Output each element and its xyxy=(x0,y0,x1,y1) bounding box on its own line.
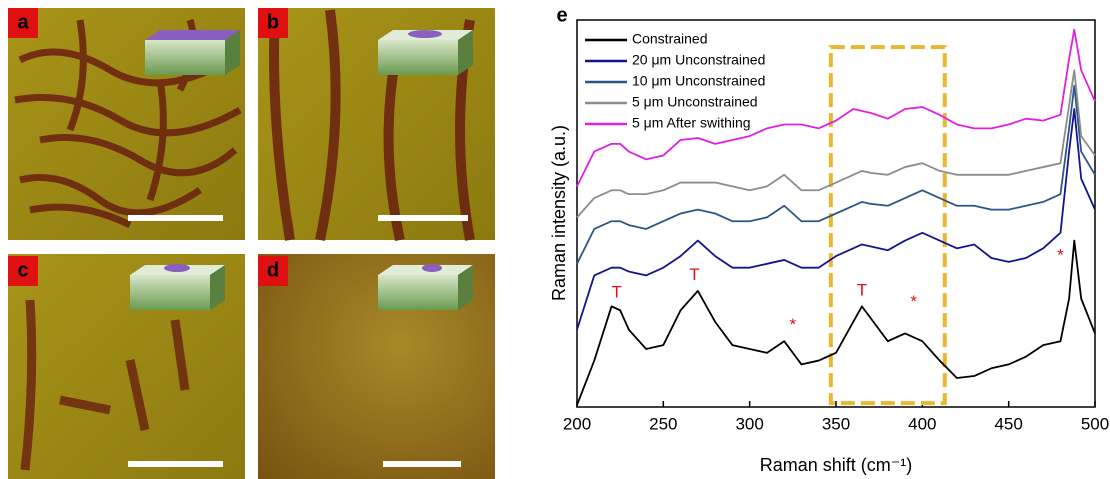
inset-disk xyxy=(164,264,190,272)
panel-label: b xyxy=(267,11,279,33)
series-line xyxy=(576,108,1096,330)
annotation: T xyxy=(612,282,622,301)
series-line xyxy=(576,69,1096,218)
x-tick-label: 250 xyxy=(649,414,677,433)
legend-label: 5 μm Unconstrained xyxy=(632,94,758,110)
panel-label-box xyxy=(258,256,288,286)
inset-top xyxy=(145,30,240,40)
panel-label: c xyxy=(17,259,28,281)
panel-label: a xyxy=(17,11,29,33)
inset-side xyxy=(458,265,473,310)
panel-c: c xyxy=(8,254,245,479)
panel-label-box xyxy=(8,8,38,38)
panel-d: d xyxy=(258,254,495,479)
annotation: * xyxy=(910,292,917,311)
x-tick-label: 350 xyxy=(822,414,850,433)
panel-label: e xyxy=(556,4,567,26)
legend-label: Constrained xyxy=(632,31,708,47)
scale-bar xyxy=(128,215,223,221)
highlight-box xyxy=(828,45,947,406)
series-line xyxy=(576,84,1096,265)
panel-label: d xyxy=(267,259,279,281)
panel-label-box xyxy=(258,8,288,38)
inset-side xyxy=(458,30,473,75)
inset-disk xyxy=(422,264,442,272)
annotation: * xyxy=(1057,246,1064,265)
domain-stripes xyxy=(20,299,190,471)
inset-block xyxy=(378,40,458,75)
inset-block xyxy=(130,275,210,310)
scale-bar xyxy=(128,461,223,467)
legend-label: 20 μm Unconstrained xyxy=(632,52,765,68)
inset-side xyxy=(225,30,240,75)
scale-bar xyxy=(383,461,461,467)
panel-b: b xyxy=(258,8,495,242)
series-line xyxy=(576,239,1096,406)
annotation: * xyxy=(790,315,797,334)
x-tick-label: 200 xyxy=(563,414,591,433)
domain-stripes xyxy=(14,18,242,229)
legend-label: 10 μm Unconstrained xyxy=(632,73,765,89)
annotation: T xyxy=(689,265,699,284)
x-tick-label: 400 xyxy=(908,414,936,433)
panel-a: a xyxy=(8,8,245,240)
inset-block xyxy=(145,40,225,75)
annotation: T xyxy=(857,280,867,299)
scale-bar xyxy=(378,215,468,221)
inset-block xyxy=(378,275,458,310)
x-tick-label: 500 xyxy=(1081,414,1109,433)
x-tick-label: 450 xyxy=(994,414,1022,433)
y-axis-label: Raman intensity (a.u.) xyxy=(549,125,569,301)
x-axis-label: Raman shift (cm⁻¹) xyxy=(760,455,913,475)
inset-side xyxy=(210,265,225,310)
inset-disk xyxy=(408,30,442,38)
series-line xyxy=(576,28,1096,187)
legend-label: 5 μm After swithing xyxy=(632,115,751,131)
x-tick-label: 300 xyxy=(735,414,763,433)
panel-label-box xyxy=(8,256,38,286)
